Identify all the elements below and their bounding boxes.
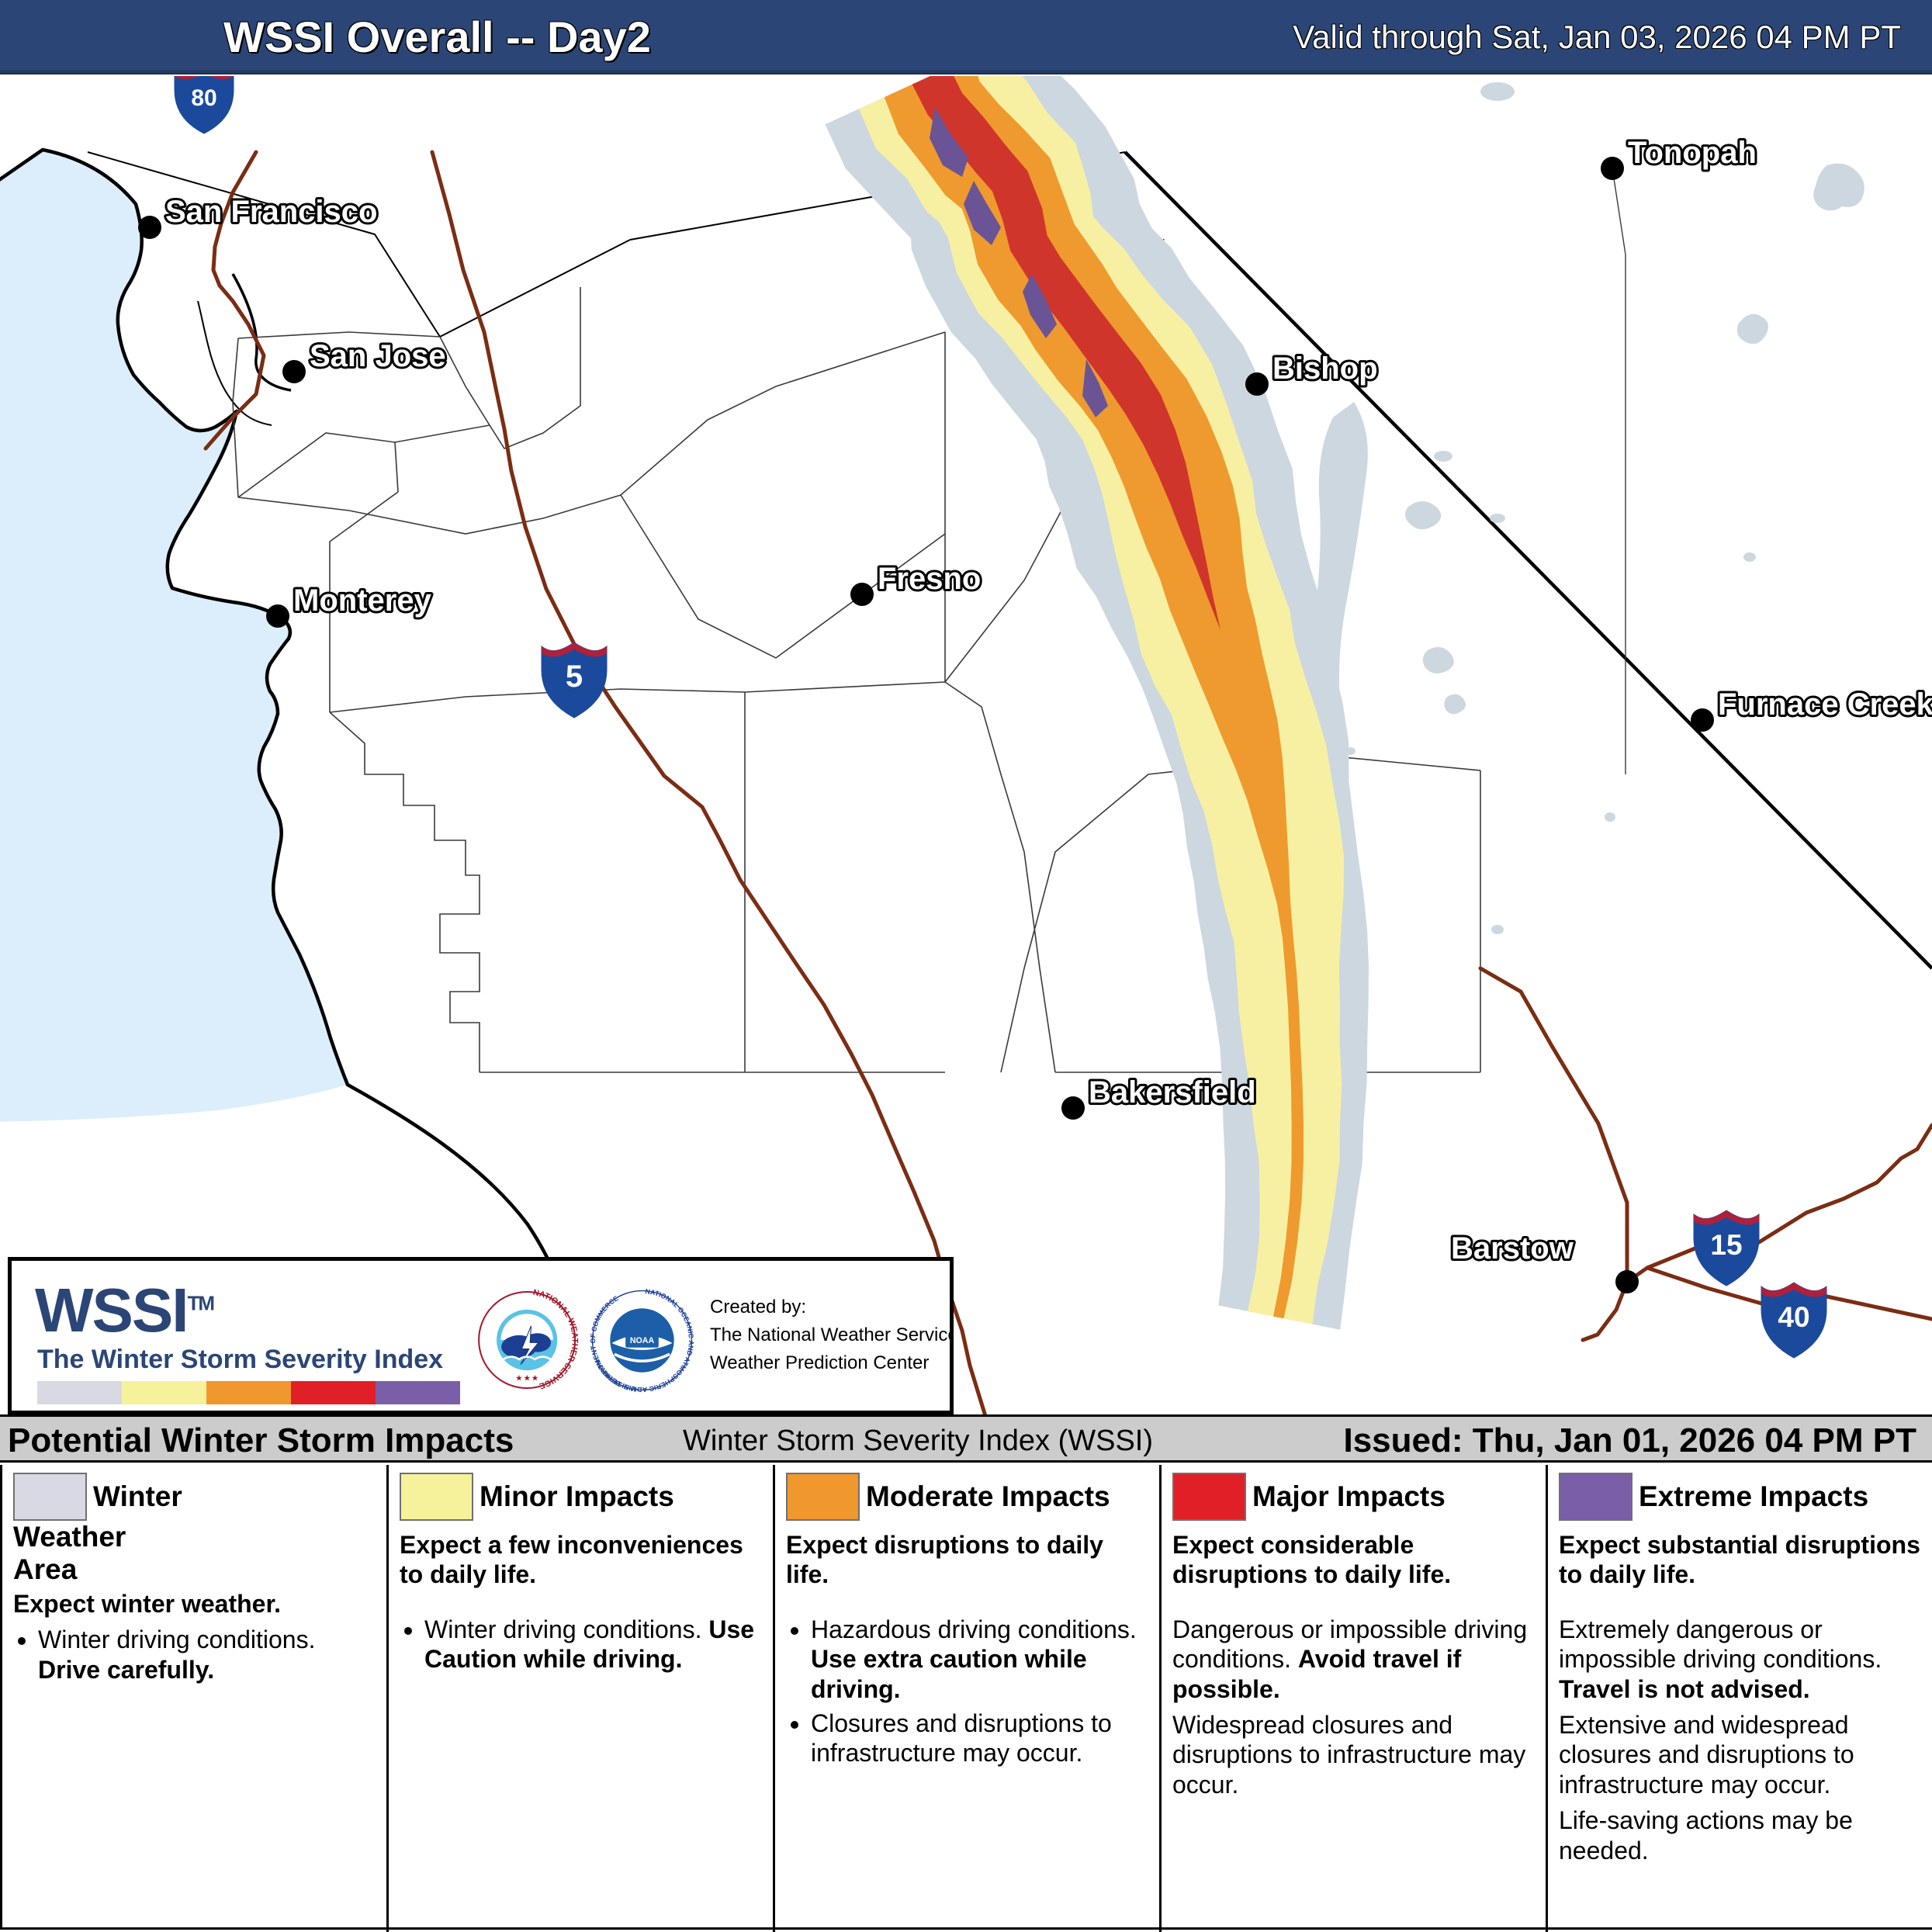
svg-text:San Francisco: San Francisco: [165, 195, 377, 229]
svg-text:Bakersfield: Bakersfield: [1089, 1075, 1256, 1110]
svg-text:40: 40: [1778, 1301, 1809, 1333]
svg-text:15: 15: [1710, 1229, 1742, 1261]
svg-text:San Jose: San Jose: [310, 339, 446, 373]
svg-text:NOAA: NOAA: [630, 1336, 655, 1345]
svg-text:Tonopah: Tonopah: [1628, 136, 1757, 170]
svg-text:Furnace Creek: Furnace Creek: [1718, 687, 1932, 722]
svg-text:★ ★ ★: ★ ★ ★: [516, 1374, 539, 1382]
svg-text:Bishop: Bishop: [1272, 351, 1378, 386]
svg-text:5: 5: [566, 660, 583, 694]
svg-text:Monterey: Monterey: [293, 583, 432, 618]
svg-text:80: 80: [191, 85, 216, 111]
svg-text:Fresno: Fresno: [878, 562, 981, 596]
svg-text:Barstow: Barstow: [1451, 1231, 1574, 1265]
